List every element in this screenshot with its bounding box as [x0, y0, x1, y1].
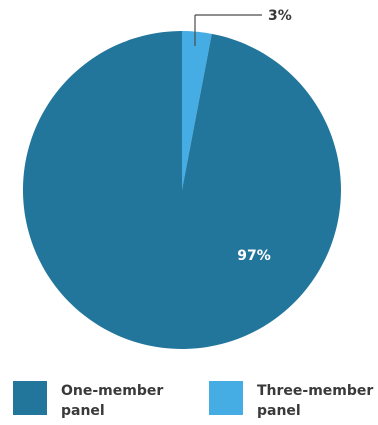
legend-item-one-member: One-member panel — [13, 381, 181, 421]
pie-slice-three-member — [182, 31, 212, 190]
legend-label-one-member: One-member panel — [61, 383, 164, 419]
legend-swatch-one-member — [13, 381, 47, 415]
legend-label-three-member: Three-member panel — [257, 383, 374, 419]
pie-slices — [22, 30, 341, 350]
data-label-one-member: 97% — [237, 248, 271, 264]
data-label-three-member: 3% — [268, 8, 292, 24]
legend-item-three-member: Three-member panel — [209, 381, 377, 421]
pie-slice-one-member — [22, 30, 341, 350]
legend-swatch-three-member — [209, 381, 243, 415]
legend: One-member panel Three-member panel — [0, 381, 378, 425]
